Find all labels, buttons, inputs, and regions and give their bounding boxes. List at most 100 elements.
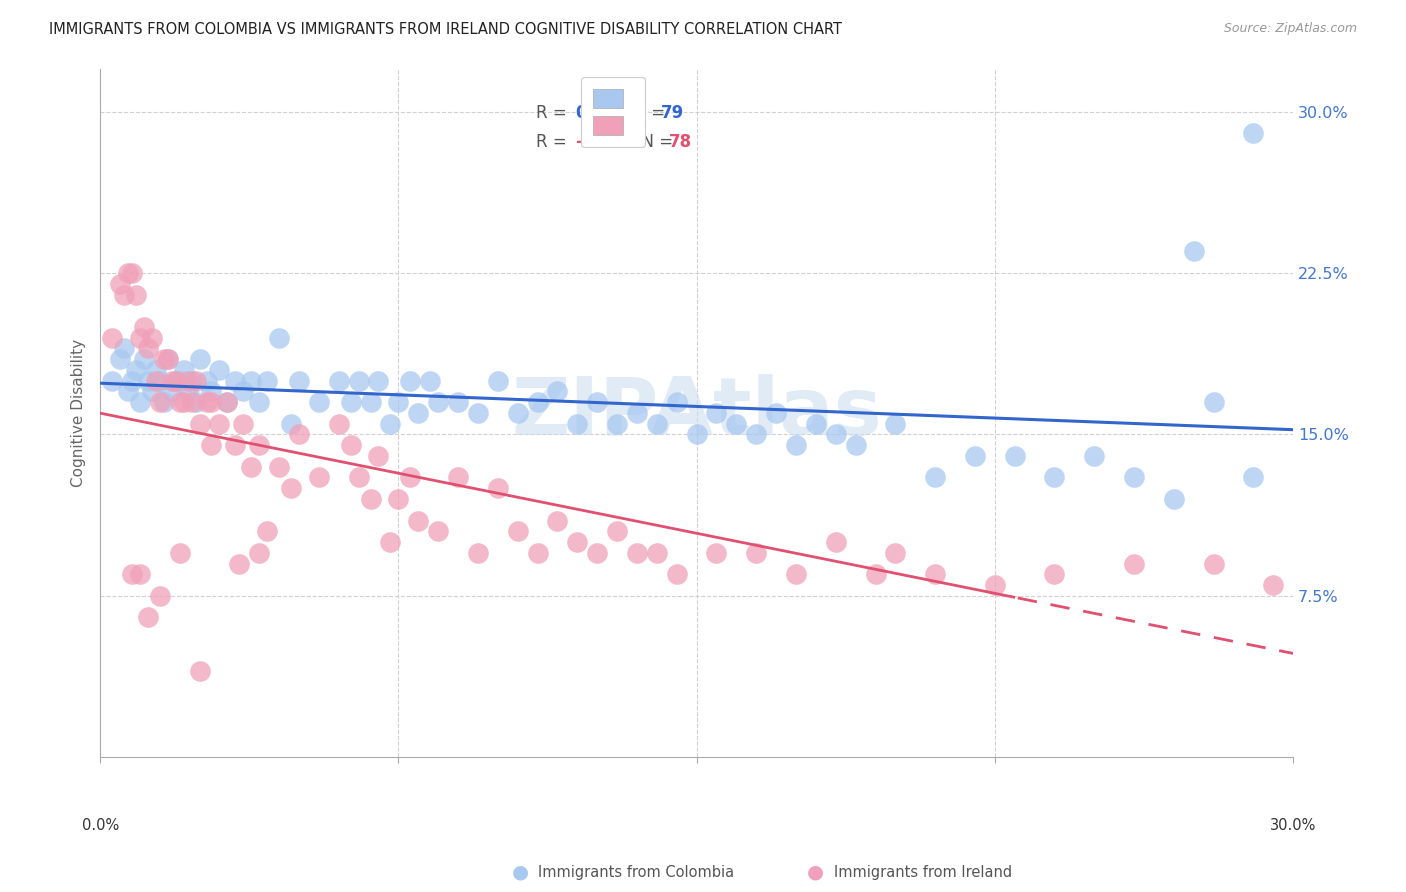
Point [125, 287, 148, 301]
Point [1263, 578, 1285, 592]
Point [288, 427, 311, 442]
Point [224, 438, 246, 452]
Point [128, 567, 150, 582]
Point [706, 406, 728, 420]
Point [173, 395, 195, 409]
Point [176, 384, 198, 399]
Point [745, 427, 768, 442]
Point [347, 374, 370, 388]
Point [117, 384, 139, 399]
Point [208, 417, 231, 431]
Point [1163, 491, 1185, 506]
Point [128, 395, 150, 409]
Point [1123, 470, 1146, 484]
Point [884, 546, 907, 560]
Point [387, 491, 409, 506]
Point [101, 330, 124, 344]
Point [165, 374, 187, 388]
Point [1083, 449, 1105, 463]
Point [169, 395, 191, 409]
Point [1241, 470, 1264, 484]
Point [267, 459, 290, 474]
Text: R =: R = [536, 133, 572, 152]
Point [121, 374, 143, 388]
Point [328, 417, 350, 431]
Point [247, 438, 270, 452]
Point [188, 352, 211, 367]
Point [180, 395, 202, 409]
Point [156, 352, 179, 367]
Text: Immigrants from Ireland: Immigrants from Ireland [834, 865, 1012, 880]
Point [447, 395, 470, 409]
Point [467, 546, 489, 560]
Point [884, 417, 907, 431]
Point [149, 374, 172, 388]
Point [1004, 449, 1026, 463]
Point [626, 406, 648, 420]
Y-axis label: Cognitive Disability: Cognitive Disability [72, 339, 86, 487]
Point [232, 384, 254, 399]
Point [665, 395, 688, 409]
Point [200, 438, 222, 452]
Point [136, 374, 159, 388]
Text: N =: N = [631, 133, 678, 152]
Point [586, 395, 609, 409]
Point [160, 384, 183, 399]
Point [645, 546, 668, 560]
Point [380, 535, 402, 549]
Point [546, 514, 568, 528]
Point [247, 395, 270, 409]
Text: 78: 78 [669, 133, 692, 152]
Point [101, 374, 124, 388]
Point [399, 374, 422, 388]
Point [845, 438, 868, 452]
Text: -0.110: -0.110 [575, 133, 634, 152]
Point [486, 481, 509, 495]
Text: 79: 79 [661, 104, 685, 122]
Point [165, 374, 187, 388]
Point [152, 395, 174, 409]
Point [367, 449, 389, 463]
Point [152, 352, 174, 367]
Point [360, 491, 382, 506]
Point [280, 417, 302, 431]
Point [141, 384, 163, 399]
Point [121, 567, 143, 582]
Point [188, 664, 211, 678]
Point [785, 438, 807, 452]
Point [685, 427, 707, 442]
Point [339, 395, 361, 409]
Point [149, 395, 172, 409]
Text: 0.025: 0.025 [575, 104, 627, 122]
Text: R =: R = [536, 104, 572, 122]
Text: ZIPAtlas: ZIPAtlas [512, 374, 882, 452]
Point [247, 546, 270, 560]
Point [360, 395, 382, 409]
Point [745, 546, 768, 560]
Point [387, 395, 409, 409]
Point [328, 374, 350, 388]
Point [427, 395, 450, 409]
Point [160, 374, 183, 388]
Point [217, 395, 239, 409]
Point [200, 384, 222, 399]
Point [169, 546, 191, 560]
Text: Source: ZipAtlas.com: Source: ZipAtlas.com [1223, 22, 1357, 36]
Point [169, 374, 191, 388]
Point [665, 567, 688, 582]
Text: Immigrants from Colombia: Immigrants from Colombia [538, 865, 734, 880]
Point [399, 470, 422, 484]
Point [1123, 557, 1146, 571]
Point [526, 395, 548, 409]
Point [188, 417, 211, 431]
Point [132, 319, 155, 334]
Legend: , : , [582, 77, 645, 147]
Point [145, 374, 167, 388]
Point [546, 384, 568, 399]
Point [136, 610, 159, 624]
Point [506, 406, 529, 420]
Point [824, 427, 846, 442]
Point [367, 374, 389, 388]
Point [725, 417, 748, 431]
Point [567, 417, 589, 431]
